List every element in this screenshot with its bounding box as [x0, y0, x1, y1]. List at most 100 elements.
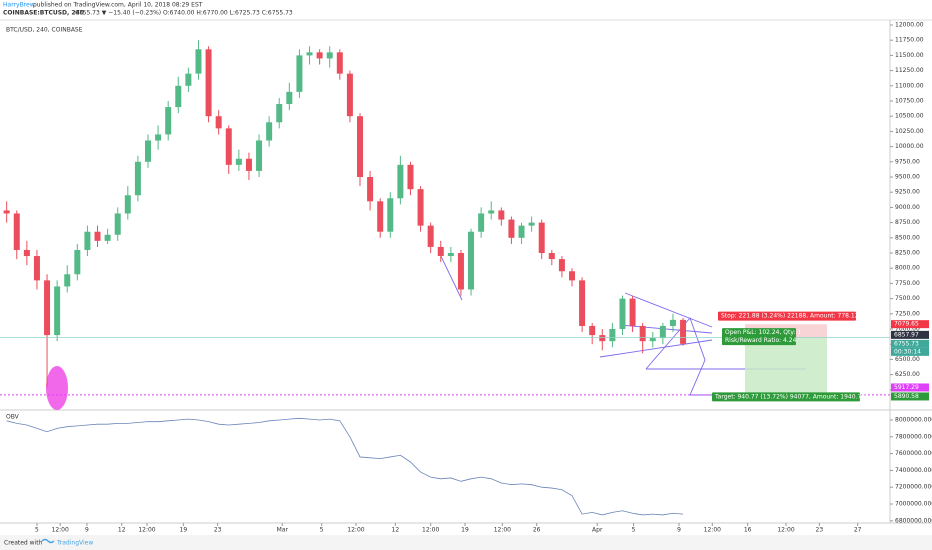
- candle-body: [195, 49, 202, 74]
- candle-body: [589, 325, 596, 336]
- y-tick-label: 8750.00: [895, 219, 920, 226]
- tool-label: Target: 940.77 (13.72%) 94077, Amount: 1…: [714, 393, 865, 400]
- candle-body: [104, 234, 111, 241]
- y-tick-label: 9250.00: [895, 189, 920, 196]
- x-tick-label: 23: [816, 527, 824, 534]
- candle-body: [498, 210, 505, 220]
- candle-body: [256, 140, 263, 171]
- x-tick-label: 12:00: [777, 527, 794, 534]
- y-tick-label: 10000.00: [895, 143, 924, 150]
- candle-body: [276, 104, 283, 123]
- candle-body: [478, 213, 485, 232]
- candle-body: [23, 249, 30, 257]
- y-tick-label: 10500.00: [895, 113, 924, 120]
- highlight-ellipse: [46, 366, 68, 410]
- logo: [41, 538, 55, 544]
- y-tick-label: 7750.00: [895, 280, 920, 287]
- x-tick-label: 27: [854, 527, 862, 534]
- x-tick-label: 19: [180, 527, 188, 534]
- candle-body: [447, 253, 454, 257]
- candle-body: [165, 107, 172, 135]
- candles: [3, 40, 687, 387]
- candle-body: [548, 253, 555, 260]
- x-tick-label: 9: [85, 527, 89, 534]
- candle-body: [84, 231, 91, 250]
- y-tick-label: 11750.00: [895, 37, 924, 44]
- x-tick-label: 5: [632, 527, 636, 534]
- trendline: [624, 292, 713, 328]
- candle-body: [568, 271, 575, 281]
- x-tick-label: 12:00: [52, 527, 69, 534]
- candle-body: [33, 256, 40, 281]
- candle-body: [518, 225, 525, 238]
- price-label-bg: [891, 392, 929, 401]
- y-tick-label: 9000.00: [895, 204, 920, 211]
- trendline: [619, 324, 713, 334]
- y-tick-label: 6800000.0000: [895, 517, 932, 524]
- y-tick-label: 8000000.0000: [895, 416, 932, 423]
- candle-body: [44, 280, 51, 336]
- y-tick-label: 8250.00: [895, 250, 920, 257]
- candle-body: [417, 189, 424, 226]
- price-label: 5917.29: [894, 384, 919, 391]
- candle-body: [538, 222, 545, 254]
- candle-body: [74, 249, 81, 275]
- x-tick-label: 23: [214, 527, 222, 534]
- tool-label-bg: [712, 392, 860, 402]
- candle-body: [13, 213, 20, 250]
- x-tick-label: Apr: [592, 527, 603, 534]
- candle-body: [155, 134, 162, 141]
- candle-body: [599, 335, 606, 342]
- candle-body: [528, 222, 535, 226]
- tool-label: Risk/Reward Ratio: 4.24: [725, 337, 797, 344]
- footer-created: Created with: [4, 540, 43, 547]
- x-tick-label: 19: [461, 527, 469, 534]
- obv-line: [6, 417, 684, 516]
- candle-body: [225, 128, 232, 165]
- x-tick-label: 12:00: [138, 527, 155, 534]
- candle-body: [326, 52, 333, 59]
- price-label-bg: [891, 320, 929, 329]
- y-tick-label: 10250.00: [895, 128, 924, 135]
- tool-label-bg: [722, 328, 796, 338]
- y-tick-label: 7600000.0000: [895, 450, 932, 457]
- candle-body: [134, 161, 141, 196]
- candle-body: [619, 298, 626, 330]
- price-label-bg: [891, 383, 929, 392]
- trendline: [599, 339, 713, 358]
- tool-label-bg: [718, 311, 856, 321]
- candle-body: [245, 158, 252, 171]
- author[interactable]: HarryBrew: [3, 2, 35, 9]
- candle-body: [64, 274, 71, 287]
- candle-body: [377, 201, 384, 232]
- candle-body: [659, 325, 666, 339]
- candle-body: [437, 246, 444, 257]
- candle-body: [579, 280, 586, 326]
- candle-body: [468, 231, 475, 290]
- footer-brand[interactable]: TradingView: [56, 540, 93, 547]
- candle-body: [609, 329, 616, 342]
- candle-body: [185, 73, 192, 86]
- x-tick-label: 9: [677, 527, 681, 534]
- candle-body: [457, 253, 464, 290]
- candle-body: [3, 210, 10, 214]
- candle-body: [346, 73, 353, 117]
- candle-body: [205, 49, 212, 117]
- candle-body: [407, 164, 414, 190]
- y-tick-label: 6250.00: [895, 371, 920, 378]
- symbol: COINBASE:BTCUSD, 240: [3, 10, 84, 17]
- candle-body: [680, 319, 687, 344]
- x-tick-label: 12:00: [347, 527, 364, 534]
- candle-body: [649, 338, 656, 342]
- countdown: 00:30:14: [894, 348, 921, 355]
- candle-body: [286, 91, 293, 105]
- target-zone: [745, 337, 827, 395]
- price-label: 6857.97: [894, 331, 919, 338]
- candle-body: [316, 52, 323, 59]
- candle-body: [296, 55, 303, 92]
- x-tick-label: 12:00: [422, 527, 439, 534]
- y-tick-label: 11000.00: [895, 82, 924, 89]
- y-tick-label: 7200000.0000: [895, 484, 932, 491]
